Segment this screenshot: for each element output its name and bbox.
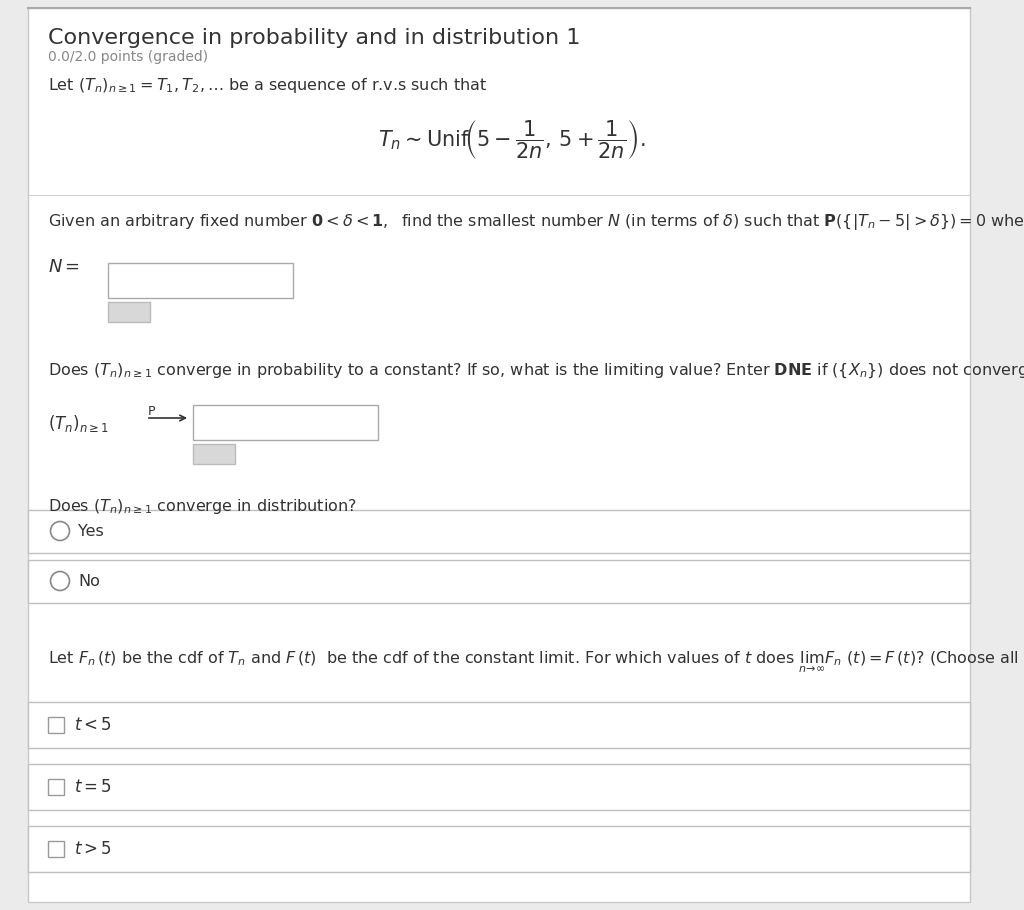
Text: Convergence in probability and in distribution 1: Convergence in probability and in distri…	[48, 28, 581, 48]
Text: Let $F_n\,(t)$ be the cdf of $T_n$ and $F\,(t)$  be the cdf of the constant limi: Let $F_n\,(t)$ be the cdf of $T_n$ and $…	[48, 650, 1024, 675]
Text: Let $(T_n)_{n\geq 1} = T_1, T_2, \ldots$ be a sequence of r.v.s such that: Let $(T_n)_{n\geq 1} = T_1, T_2, \ldots$…	[48, 76, 487, 95]
Text: Yes: Yes	[78, 523, 103, 539]
Text: Does $(T_n)_{n\geq 1}$ converge in distribution?: Does $(T_n)_{n\geq 1}$ converge in distr…	[48, 497, 356, 516]
FancyBboxPatch shape	[28, 702, 970, 748]
FancyBboxPatch shape	[193, 405, 378, 440]
Text: $t < 5$: $t < 5$	[74, 716, 112, 734]
Text: $(T_n)_{n\geq 1}$: $(T_n)_{n\geq 1}$	[48, 413, 110, 434]
FancyBboxPatch shape	[48, 779, 63, 795]
Text: $t = 5$: $t = 5$	[74, 778, 112, 796]
FancyBboxPatch shape	[193, 444, 234, 464]
Text: Does $(T_n)_{n\geq 1}$ converge in probability to a constant? If so, what is the: Does $(T_n)_{n\geq 1}$ converge in proba…	[48, 362, 1024, 380]
Text: $N = $: $N = $	[48, 258, 80, 276]
Text: Given an arbitrary fixed number $\mathbf{0} < \delta < \mathbf{1},$  find the sm: Given an arbitrary fixed number $\mathbf…	[48, 212, 1024, 232]
FancyBboxPatch shape	[108, 263, 293, 298]
FancyBboxPatch shape	[48, 841, 63, 857]
FancyBboxPatch shape	[28, 510, 970, 553]
Text: No: No	[78, 573, 100, 589]
FancyBboxPatch shape	[28, 826, 970, 872]
Text: P: P	[148, 405, 156, 418]
Text: 0.0/2.0 points (graded): 0.0/2.0 points (graded)	[48, 50, 208, 64]
FancyBboxPatch shape	[28, 560, 970, 603]
FancyBboxPatch shape	[48, 717, 63, 733]
FancyBboxPatch shape	[108, 302, 150, 322]
Text: $T_n \sim \mathrm{Unif}\!\left(5 - \dfrac{1}{2n},\,5 + \dfrac{1}{2n}\right).$: $T_n \sim \mathrm{Unif}\!\left(5 - \dfra…	[378, 118, 646, 161]
FancyBboxPatch shape	[28, 764, 970, 810]
Text: $t > 5$: $t > 5$	[74, 840, 112, 858]
FancyBboxPatch shape	[28, 8, 970, 902]
